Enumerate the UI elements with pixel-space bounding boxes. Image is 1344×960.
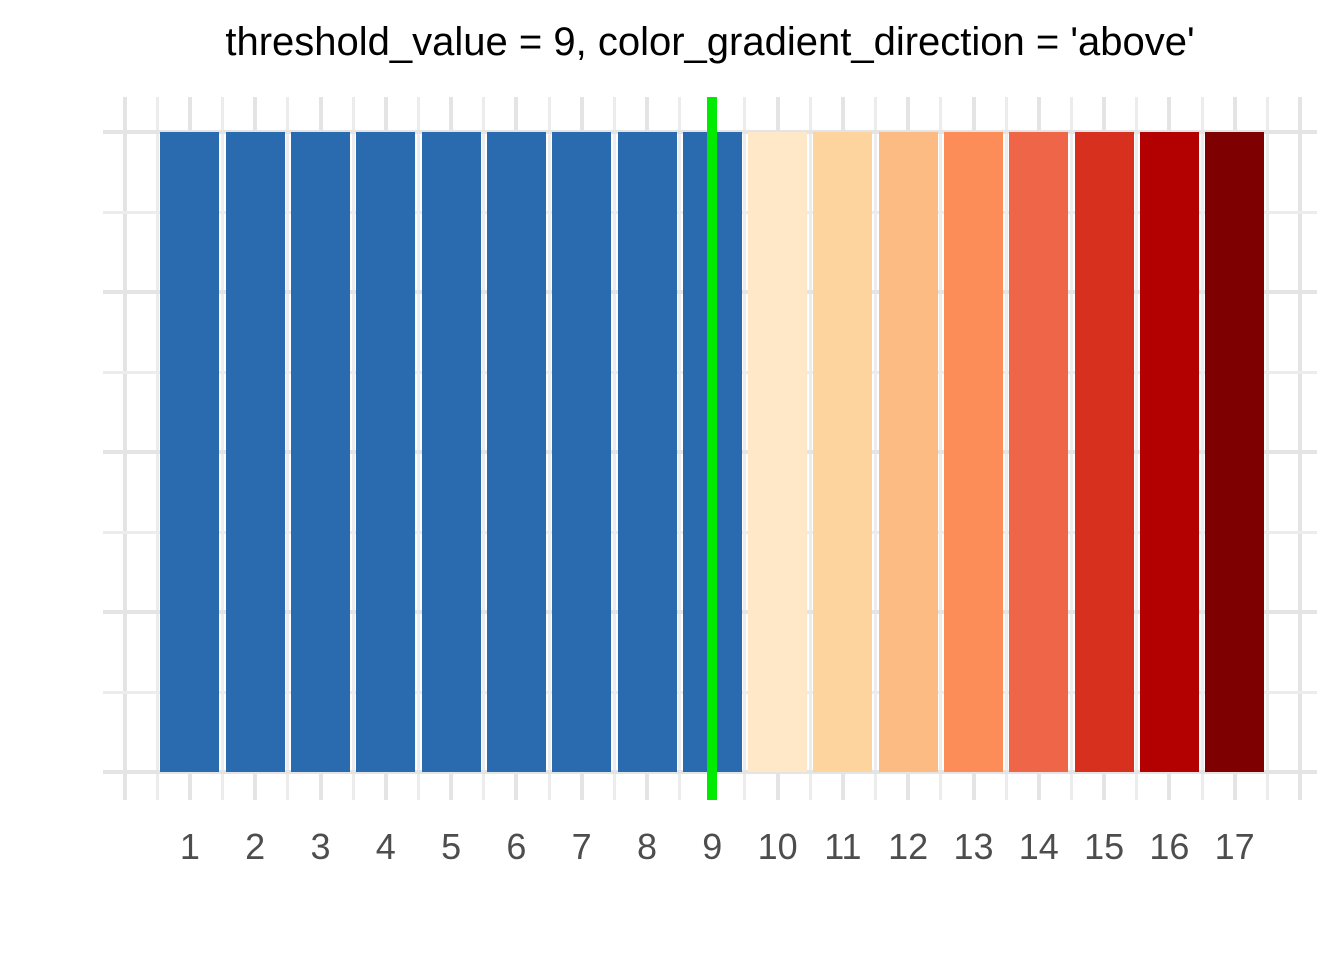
- x-tick-label-11: 11: [824, 826, 862, 867]
- bar-15: [1074, 132, 1134, 772]
- x-tick-label-4: 4: [375, 826, 396, 867]
- bar-16: [1139, 132, 1199, 772]
- bar-13: [944, 132, 1003, 772]
- x-tick-label-2: 2: [245, 826, 266, 867]
- x-tick-label-6: 6: [506, 826, 527, 867]
- x-tick-label-13: 13: [953, 826, 994, 867]
- grid-minor-vline: [155, 97, 159, 800]
- bar-5: [421, 132, 481, 772]
- bar-4: [356, 132, 416, 772]
- grid-minor-vline: [808, 97, 812, 800]
- grid-minor-vline: [939, 97, 943, 800]
- x-tick-label-5: 5: [441, 826, 462, 867]
- bar-7: [552, 132, 612, 772]
- grid-minor-vline: [1069, 97, 1073, 800]
- x-tick-label-16: 16: [1149, 826, 1190, 867]
- bar-2: [225, 132, 285, 772]
- grid-minor-vline: [743, 97, 747, 800]
- grid-minor-vline: [351, 97, 355, 800]
- grid-minor-vline: [874, 97, 878, 800]
- grid-minor-vline: [1200, 97, 1204, 800]
- grid-minor-vline: [612, 97, 616, 800]
- x-tick-label-3: 3: [310, 826, 331, 867]
- x-tick-label-8: 8: [636, 826, 658, 867]
- chart-title: threshold_value = 9, color_gradient_dire…: [225, 20, 1195, 64]
- x-tick-label-12: 12: [888, 826, 929, 867]
- grid-minor-vline: [678, 97, 682, 800]
- grid-minor-vline: [1135, 97, 1139, 800]
- x-tick-label-1: 1: [179, 826, 200, 867]
- bar-3: [291, 132, 350, 772]
- grid-minor-vline: [416, 97, 420, 800]
- grid-major-vline: [122, 97, 127, 800]
- grid-minor-vline: [547, 97, 551, 800]
- grid-major-vline: [1298, 97, 1302, 800]
- bar-1: [160, 132, 220, 772]
- x-tick-label-9: 9: [702, 826, 723, 867]
- x-tick-label-7: 7: [571, 826, 592, 867]
- grid-minor-vline: [286, 97, 290, 800]
- grid-minor-vline: [1004, 97, 1008, 800]
- x-tick-label-15: 15: [1084, 826, 1125, 867]
- x-tick-label-17: 17: [1214, 826, 1255, 867]
- bar-10: [748, 132, 808, 772]
- grid-minor-vline: [482, 97, 486, 800]
- bar-6: [486, 132, 546, 772]
- x-tick-label-14: 14: [1018, 826, 1059, 867]
- threshold-vline: [707, 97, 718, 800]
- bar-14: [1009, 132, 1069, 772]
- bar-8: [617, 132, 677, 772]
- x-tick-label-10: 10: [757, 826, 798, 867]
- bar-17: [1205, 132, 1265, 772]
- bar-11: [813, 132, 873, 772]
- grid-minor-vline: [1265, 97, 1269, 800]
- grid-minor-vline: [221, 97, 225, 800]
- bar-12: [878, 132, 938, 772]
- plot-panel: [103, 97, 1317, 800]
